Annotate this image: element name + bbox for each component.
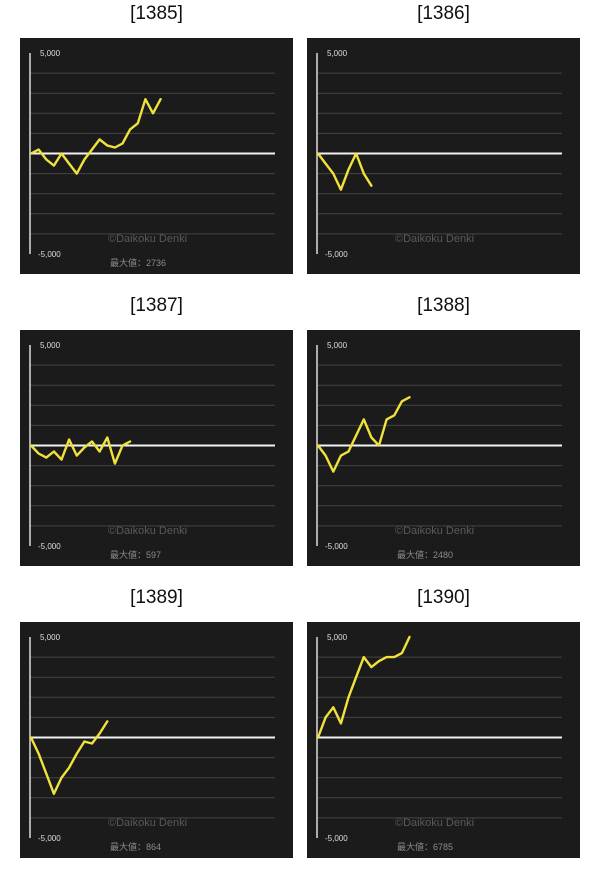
chart-title: [1388] <box>417 295 470 316</box>
max-value-label: 最大値：2736 <box>110 257 166 268</box>
chart-title: [1386] <box>417 3 470 24</box>
y-tick-label: -5,000 <box>325 542 348 551</box>
chart-title: [1387] <box>130 295 183 316</box>
y-tick-label: 5,000 <box>40 633 61 642</box>
y-tick-label: -5,000 <box>38 250 61 259</box>
watermark: ©Daikoku Denki <box>108 233 187 245</box>
max-value-label: 最大値：6785 <box>397 841 453 852</box>
series-line <box>29 436 132 465</box>
y-tick-label: -5,000 <box>38 834 61 843</box>
series-line <box>316 396 411 473</box>
series-line <box>29 720 109 795</box>
line-chart: 5,000 -5,000 ©Daikoku Denki 最大値：864 <box>29 633 275 852</box>
chart-panel: 5,000 -5,000 ©Daikoku Denki 最大値：864 <box>20 622 293 858</box>
line-chart: 5,000 -5,000 ©Daikoku Denki 最大値：2736 <box>29 49 275 268</box>
y-tick-label: -5,000 <box>325 250 348 259</box>
chart-title: [1390] <box>417 587 470 608</box>
max-value-label: 最大値：2480 <box>397 549 453 560</box>
watermark: ©Daikoku Denki <box>395 525 474 537</box>
chart-panel: 5,000 -5,000 ©Daikoku Denki 最大値：597 <box>20 330 293 566</box>
y-tick-label: -5,000 <box>325 834 348 843</box>
chart-title: [1385] <box>130 3 183 24</box>
max-value-label: 最大値：864 <box>110 841 161 852</box>
y-tick-label: 5,000 <box>327 49 348 58</box>
series-line <box>29 98 162 175</box>
watermark: ©Daikoku Denki <box>395 233 474 245</box>
y-tick-label: 5,000 <box>327 633 348 642</box>
series-line <box>316 635 411 739</box>
chart-panel: 5,000 -5,000 ©Daikoku Denki 最大値：2480 <box>307 330 580 566</box>
watermark: ©Daikoku Denki <box>108 817 187 829</box>
y-tick-label: -5,000 <box>38 542 61 551</box>
watermark: ©Daikoku Denki <box>395 817 474 829</box>
series-line <box>316 152 373 191</box>
y-tick-label: 5,000 <box>327 341 348 350</box>
watermark: ©Daikoku Denki <box>108 525 187 537</box>
y-tick-label: 5,000 <box>40 49 61 58</box>
chart-title: [1389] <box>130 587 183 608</box>
chart-panel: 5,000 -5,000 ©Daikoku Denki <box>307 38 580 274</box>
line-chart: 5,000 -5,000 ©Daikoku Denki 最大値：2480 <box>316 341 562 560</box>
y-tick-label: 5,000 <box>40 341 61 350</box>
max-value-label: 最大値：597 <box>110 549 161 560</box>
line-chart: 5,000 -5,000 ©Daikoku Denki 最大値：597 <box>29 341 275 560</box>
line-chart: 5,000 -5,000 ©Daikoku Denki <box>316 49 562 259</box>
line-chart: 5,000 -5,000 ©Daikoku Denki 最大値：6785 <box>316 633 562 852</box>
chart-panel: 5,000 -5,000 ©Daikoku Denki 最大値：6785 <box>307 622 580 858</box>
chart-panel: 5,000 -5,000 ©Daikoku Denki 最大値：2736 <box>20 38 293 274</box>
